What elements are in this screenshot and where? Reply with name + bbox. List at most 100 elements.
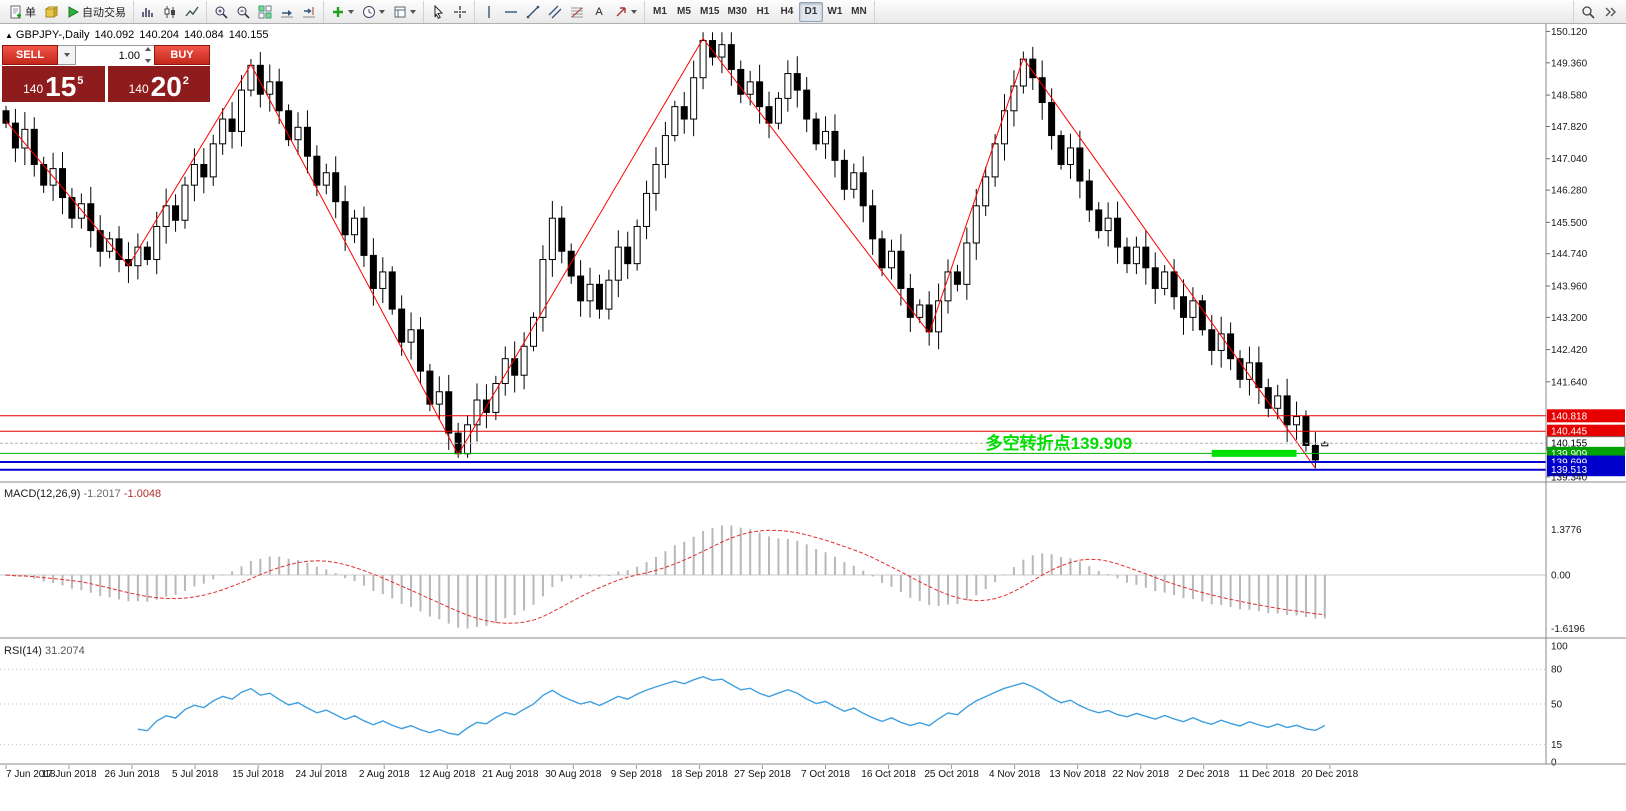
time-axis-label: 27 Sep 2018 <box>734 769 791 780</box>
cursor-group <box>424 0 475 23</box>
chart-shift-button[interactable] <box>298 2 320 22</box>
rsi-scale-tick: 80 <box>1551 665 1563 676</box>
time-axis-label: 15 Jul 2018 <box>232 769 284 780</box>
timeframe-m30-button[interactable]: M30 <box>723 2 750 22</box>
price-scale-tick: 146.280 <box>1551 186 1588 197</box>
more-buttons-button[interactable] <box>1599 2 1621 22</box>
time-axis-label: 20 Dec 2018 <box>1301 769 1358 780</box>
objects-group: A <box>475 0 645 23</box>
trade-group: 单 自动交易 <box>2 0 134 23</box>
time-axis-label: 9 Sep 2018 <box>611 769 663 780</box>
price-scale-tick: 150.120 <box>1551 27 1588 38</box>
timeframe-m5-button[interactable]: M5 <box>672 2 696 22</box>
timeframe-w1-button[interactable]: W1 <box>823 2 847 22</box>
price-scale-tick: 139.340 <box>1551 472 1588 483</box>
vertical-line-button[interactable] <box>478 2 500 22</box>
timeframe-m1-button[interactable]: M1 <box>648 2 672 22</box>
search-icon <box>1582 5 1595 19</box>
fibonacci-button[interactable] <box>566 2 588 22</box>
arrows-button[interactable] <box>610 2 641 22</box>
trendline-icon <box>526 5 540 18</box>
price-scale-tick: 149.360 <box>1551 58 1588 69</box>
timeframe-group: M1 M5 M15 M30 H1 H4 D1 W1 MN <box>645 0 875 23</box>
price-scale-tick: 144.740 <box>1551 249 1588 260</box>
ohlc-close: 140.155 <box>228 29 269 41</box>
chevron-down-icon <box>348 9 354 14</box>
cursor-icon <box>434 4 444 19</box>
rsi-indicator[interactable]: 100 80 50 15 0 RSI(14) 31.2074 <box>0 642 1568 769</box>
rsi-line <box>137 675 1326 736</box>
auto-trading-button[interactable]: 自动交易 <box>62 2 130 22</box>
chevron-down-icon <box>631 9 637 14</box>
zoom-in-icon <box>215 6 228 19</box>
auto-scroll-button[interactable] <box>276 2 298 22</box>
templates-button[interactable] <box>389 2 420 22</box>
search-button[interactable] <box>1577 2 1599 22</box>
price-level-tag-label: 139.699 <box>1551 458 1588 469</box>
rsi-label: RSI(14) 31.2074 <box>4 645 85 657</box>
price-scale[interactable]: 150.120 149.360 148.580 147.820 147.040 146.2… <box>1546 27 1588 483</box>
buy-price-panel[interactable]: 140 20 2 <box>107 66 210 102</box>
timeframe-h1-button-label: H1 <box>756 6 770 17</box>
bar-chart-button[interactable] <box>137 2 159 22</box>
highlight-segment[interactable] <box>1211 449 1297 457</box>
crosshair-button[interactable] <box>449 2 471 22</box>
timeframe-m1-button-label: M1 <box>653 6 667 17</box>
indicator-plus-icon <box>333 6 343 17</box>
zoom-group <box>207 0 324 23</box>
time-axis-label: 11 Dec 2018 <box>1239 769 1295 780</box>
rsi-scale-tick: 0 <box>1551 758 1557 769</box>
macd-indicator[interactable]: 1.3776 0.00 -1.6196 MACD(12,26,9) -1.2017 -… <box>0 488 1585 635</box>
trendline-button[interactable] <box>522 2 544 22</box>
price-scale-tick: 145.500 <box>1551 218 1588 229</box>
periods-button[interactable] <box>358 2 389 22</box>
cursor-button[interactable] <box>427 2 449 22</box>
line-chart-button[interactable] <box>181 2 203 22</box>
time-axis-label: 24 Jul 2018 <box>295 769 347 780</box>
buy-button[interactable]: BUY <box>154 45 210 65</box>
timeframe-h4-button-label: H4 <box>780 6 794 17</box>
zoom-out-button[interactable] <box>232 2 254 22</box>
market-watch-button[interactable] <box>40 2 62 22</box>
horizontal-levels[interactable]: 140.818 140.445140.155139.909139.699139.5… <box>0 409 1626 477</box>
timeframe-h1-button[interactable]: H1 <box>751 2 775 22</box>
vline-icon <box>488 5 490 18</box>
channel-button[interactable] <box>544 2 566 22</box>
sell-button[interactable]: SELL <box>2 45 58 65</box>
new-order-button[interactable]: 单 <box>5 2 40 22</box>
time-axis-label: 7 Oct 2018 <box>801 769 850 780</box>
tile-icon <box>258 5 272 18</box>
sell-price-main: 140 <box>23 82 44 96</box>
price-scale-tick: 148.580 <box>1551 91 1588 102</box>
price-level-tag-label: 140.155 <box>1551 439 1588 450</box>
timeframe-m30-button-label: M30 <box>727 6 747 17</box>
timeframe-m15-button[interactable]: M15 <box>696 2 723 22</box>
volume-field <box>76 45 154 65</box>
macd-signal-line <box>5 529 1325 624</box>
buy-price-big: 20 <box>150 71 182 102</box>
volume-input[interactable] <box>76 47 154 65</box>
price-scale-tick: 143.960 <box>1551 281 1588 292</box>
horizontal-line-button[interactable] <box>500 2 522 22</box>
text-button[interactable]: A <box>588 2 610 22</box>
candlestick-chart-button[interactable] <box>159 2 181 22</box>
new-order-button-label: 单 <box>25 6 36 19</box>
time-axis-label: 2 Aug 2018 <box>359 769 410 780</box>
toolbar-right-group <box>1573 0 1624 23</box>
volume-stepper[interactable] <box>142 47 153 63</box>
tile-windows-button[interactable] <box>254 2 276 22</box>
zoom-in-button[interactable] <box>210 2 232 22</box>
rsi-scale-tick: 15 <box>1551 740 1563 751</box>
timeframe-mn-button[interactable]: MN <box>847 2 871 22</box>
timeframe-h4-button[interactable]: H4 <box>775 2 799 22</box>
chart-area[interactable]: 140.818 140.445 140.155 139.909 139.699 139.5… <box>0 24 1626 811</box>
channel-icon <box>548 5 562 18</box>
chart-canvas[interactable]: 140.818140.445140.155139.909139.699139.5… <box>0 24 1626 811</box>
indicators-button[interactable] <box>327 2 358 22</box>
price-level-tag <box>1547 424 1625 438</box>
volume-dropdown-button[interactable] <box>58 45 76 65</box>
timeframe-d1-button[interactable]: D1 <box>798 1 823 22</box>
price-scale-tick: 147.820 <box>1551 122 1588 133</box>
sell-price-panel[interactable]: 140 15 5 <box>2 66 105 102</box>
